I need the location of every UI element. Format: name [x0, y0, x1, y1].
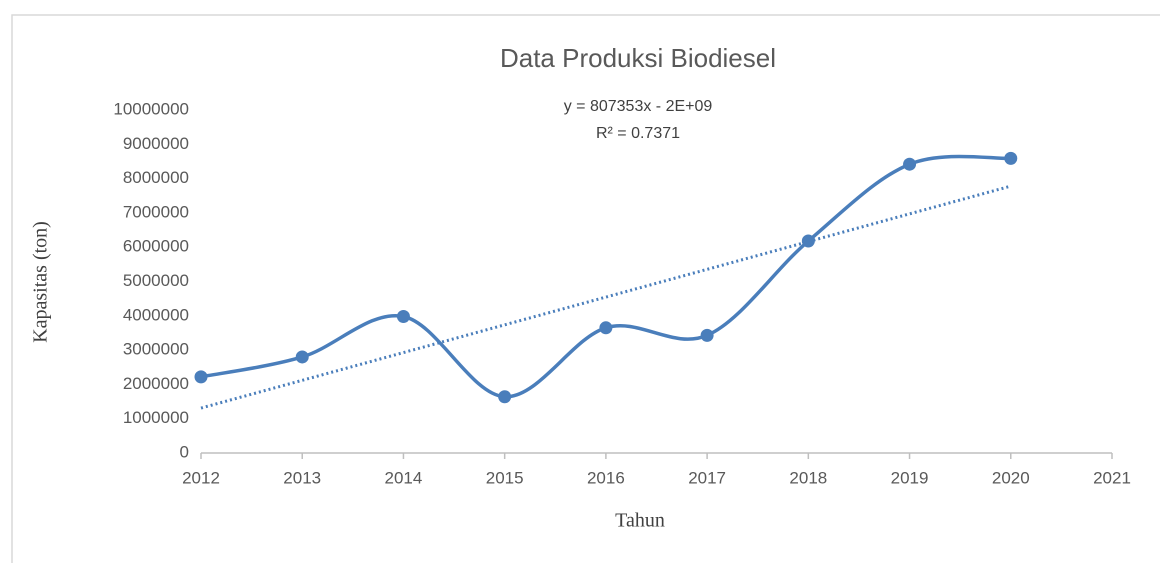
x-tick-label: 2013	[283, 468, 321, 487]
data-point	[801, 234, 815, 248]
x-tick-label: 2014	[385, 468, 423, 487]
y-tick-label: 2000000	[123, 374, 189, 393]
x-tick-label: 2018	[789, 468, 827, 487]
y-tick-label: 5000000	[123, 271, 189, 290]
data-point	[700, 328, 714, 342]
data-point	[1004, 151, 1018, 165]
trend-r2: R² = 0.7371	[596, 125, 680, 142]
x-tick-label: 2019	[891, 468, 929, 487]
x-tick-label: 2017	[688, 468, 726, 487]
trendline	[200, 184, 1012, 410]
y-tick-label: 10000000	[113, 99, 189, 118]
x-axis-title: Tahun	[615, 510, 665, 532]
x-tick-label: 2020	[992, 468, 1030, 487]
y-tick-label: 9000000	[123, 134, 189, 153]
y-axis-title: Kapasitas (ton)	[30, 221, 52, 343]
y-tick-label: 6000000	[123, 237, 189, 256]
y-tick-label: 7000000	[123, 202, 189, 221]
x-tick-label: 2015	[486, 468, 524, 487]
data-point	[194, 370, 208, 384]
data-point	[396, 309, 410, 323]
y-tick-label: 3000000	[123, 340, 189, 359]
data-point	[903, 157, 917, 171]
y-tick-label: 0	[180, 442, 189, 461]
x-tick-label: 2021	[1093, 468, 1131, 487]
x-tick-label: 2016	[587, 468, 625, 487]
data-line	[200, 154, 1011, 399]
chart-frame	[11, 14, 1160, 563]
y-tick-label: 4000000	[123, 305, 189, 324]
data-point	[295, 350, 309, 364]
data-point	[599, 321, 613, 335]
trend-equation: y = 807353x - 2E+09	[564, 98, 713, 115]
x-tick-label: 2012	[182, 468, 220, 487]
y-tick-label: 8000000	[123, 168, 189, 187]
chart-title: Data Produksi Biodiesel	[500, 43, 776, 73]
y-tick-label: 1000000	[123, 408, 189, 427]
data-point	[498, 390, 512, 404]
